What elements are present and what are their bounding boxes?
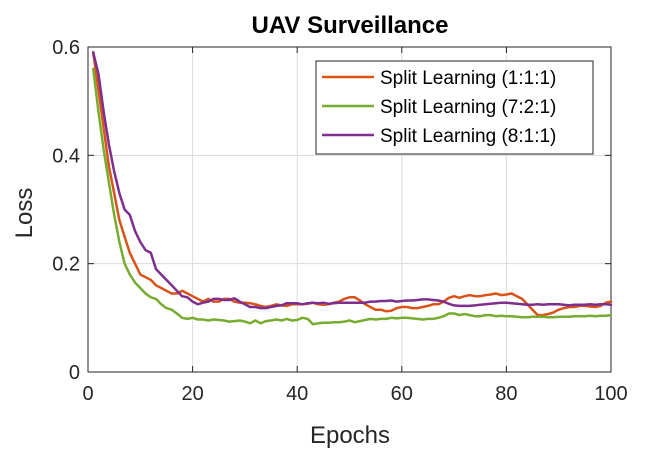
- series-line-2: [91, 67, 613, 326]
- x-tick-label: 0: [82, 383, 93, 405]
- series-line-3: [91, 51, 613, 310]
- y-tick-label: 0: [69, 362, 80, 384]
- y-axis-ticks: 0 0.2 0.4 0.6: [52, 37, 611, 384]
- x-axis-label: Epochs: [310, 422, 390, 449]
- plot-frame: [87, 46, 612, 373]
- x-tick-label: 60: [391, 383, 413, 405]
- y-tick-label: 0.6: [52, 37, 80, 59]
- x-tick-label: 80: [495, 383, 517, 405]
- chart-title: UAV Surveillance: [252, 12, 449, 39]
- x-tick-label: 100: [594, 383, 627, 405]
- legend-label-3: Split Learning (8:1:1): [380, 126, 556, 147]
- y-axis-label: Loss: [11, 188, 38, 239]
- y-tick-label: 0.2: [52, 254, 80, 276]
- x-tick-label: 20: [181, 383, 203, 405]
- y-tick-label: 0.4: [52, 145, 80, 167]
- legend: Split Learning (1:1:1) Split Learning (7:…: [315, 60, 594, 155]
- legend-label-1: Split Learning (1:1:1): [380, 68, 556, 89]
- x-tick-label: 40: [286, 383, 308, 405]
- legend-label-2: Split Learning (7:2:1): [380, 97, 556, 118]
- x-axis-ticks: 0 20 40 60 80 100: [82, 47, 628, 405]
- series-layer: [91, 51, 613, 326]
